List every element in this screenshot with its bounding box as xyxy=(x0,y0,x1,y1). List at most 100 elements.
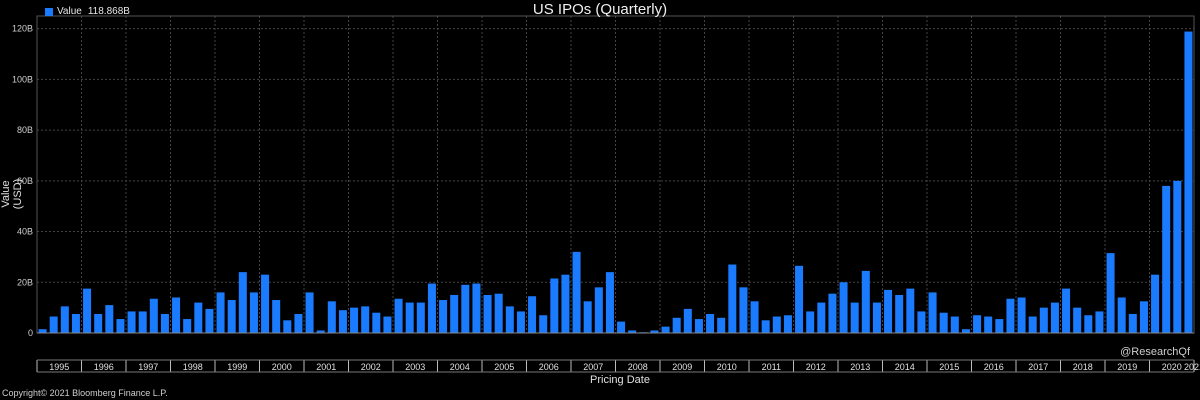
bar xyxy=(917,311,926,333)
bar xyxy=(528,296,537,333)
bar xyxy=(1073,307,1082,333)
bar xyxy=(1139,301,1148,333)
x-tick-label: 2007 xyxy=(583,362,603,372)
bar xyxy=(272,300,281,333)
bar xyxy=(984,316,993,333)
y-tick-label: 100B xyxy=(12,74,33,84)
bar xyxy=(739,287,748,333)
bar xyxy=(294,313,303,333)
bar xyxy=(672,317,681,333)
bar xyxy=(194,302,203,333)
bar xyxy=(795,265,804,333)
x-tick-label: 2014 xyxy=(895,362,915,372)
bar xyxy=(283,320,292,333)
bar xyxy=(483,294,492,333)
bar xyxy=(1106,253,1115,333)
x-tick-label: 2005 xyxy=(494,362,514,372)
bar xyxy=(105,305,114,333)
bar xyxy=(650,330,659,333)
bar xyxy=(717,317,726,333)
bar xyxy=(750,301,759,333)
y-tick-label: 0 xyxy=(28,328,33,338)
bar xyxy=(494,293,503,333)
legend: Value 118.868B xyxy=(45,6,130,17)
bar xyxy=(772,316,781,333)
bar xyxy=(995,319,1004,333)
x-tick-label: 2020 xyxy=(1162,362,1182,372)
bar xyxy=(1128,313,1137,333)
bar xyxy=(327,301,336,333)
bar xyxy=(238,272,247,333)
bar xyxy=(338,310,347,333)
y-axis-label: Value (USD) xyxy=(0,178,24,210)
bar xyxy=(450,294,459,333)
bar xyxy=(572,251,581,333)
bar xyxy=(839,282,848,333)
bar xyxy=(872,302,881,333)
x-tick-label: 2015 xyxy=(939,362,959,372)
bar xyxy=(361,306,370,333)
bar xyxy=(216,292,225,333)
bar xyxy=(1017,297,1026,333)
x-tick-label: 2021 xyxy=(1184,362,1200,372)
bar xyxy=(683,308,692,333)
legend-swatch xyxy=(45,7,53,16)
bar xyxy=(461,284,470,333)
bar xyxy=(728,264,737,333)
bar xyxy=(405,302,414,333)
bar xyxy=(783,315,792,333)
x-tick-label: 2019 xyxy=(1117,362,1137,372)
legend-value: 118.868B xyxy=(87,6,130,17)
axes xyxy=(36,15,1195,373)
bar xyxy=(516,311,525,333)
x-tick-label: 2008 xyxy=(628,362,648,372)
x-tick-label: 2013 xyxy=(850,362,870,372)
watermark-handle: @ResearchQf xyxy=(1120,346,1190,358)
bar xyxy=(861,270,870,333)
bar xyxy=(1062,288,1071,333)
legend-label: Value xyxy=(57,6,82,17)
bar xyxy=(1028,316,1037,333)
bar xyxy=(394,298,403,333)
x-tick-label: 1999 xyxy=(227,362,247,372)
bar xyxy=(160,313,169,333)
bar xyxy=(928,292,937,333)
bar xyxy=(183,319,192,333)
bar xyxy=(583,301,592,333)
x-tick-label: 1996 xyxy=(94,362,114,372)
x-tick-label: 2016 xyxy=(984,362,1004,372)
x-tick-label: 2010 xyxy=(717,362,737,372)
bar-series xyxy=(38,31,1193,334)
bar xyxy=(761,320,770,333)
bar xyxy=(261,274,270,333)
x-tick-label: 1998 xyxy=(183,362,203,372)
gridlines xyxy=(37,16,1195,334)
bar xyxy=(427,283,436,333)
bar xyxy=(1151,274,1160,333)
x-tick-label: 2011 xyxy=(762,362,781,372)
bar xyxy=(694,319,703,333)
chart-title: US IPOs (Quarterly) xyxy=(532,1,668,18)
bar xyxy=(617,321,626,333)
x-tick-labels: 1995 1996 1997 1998 1999 2000 2001 2002 2003 2004… xyxy=(49,362,1200,372)
bar xyxy=(628,330,637,333)
bar xyxy=(1050,302,1059,333)
x-tick-label: 2018 xyxy=(1073,362,1093,372)
bar xyxy=(94,313,103,333)
x-tick-label: 2000 xyxy=(272,362,292,372)
bar xyxy=(71,313,80,333)
bar xyxy=(973,315,982,333)
y-tick-label: 20B xyxy=(17,277,33,287)
bar xyxy=(172,297,181,333)
bar xyxy=(1162,185,1171,333)
bar xyxy=(706,313,715,333)
bar xyxy=(416,302,425,333)
bar xyxy=(227,300,236,333)
x-tick-label: 1997 xyxy=(138,362,158,372)
x-tick-label: 2004 xyxy=(450,362,470,372)
bar xyxy=(138,311,147,333)
bar xyxy=(850,302,859,333)
bar xyxy=(1095,311,1104,333)
bar xyxy=(1006,298,1015,333)
y-tick-label: 60B xyxy=(17,176,33,186)
